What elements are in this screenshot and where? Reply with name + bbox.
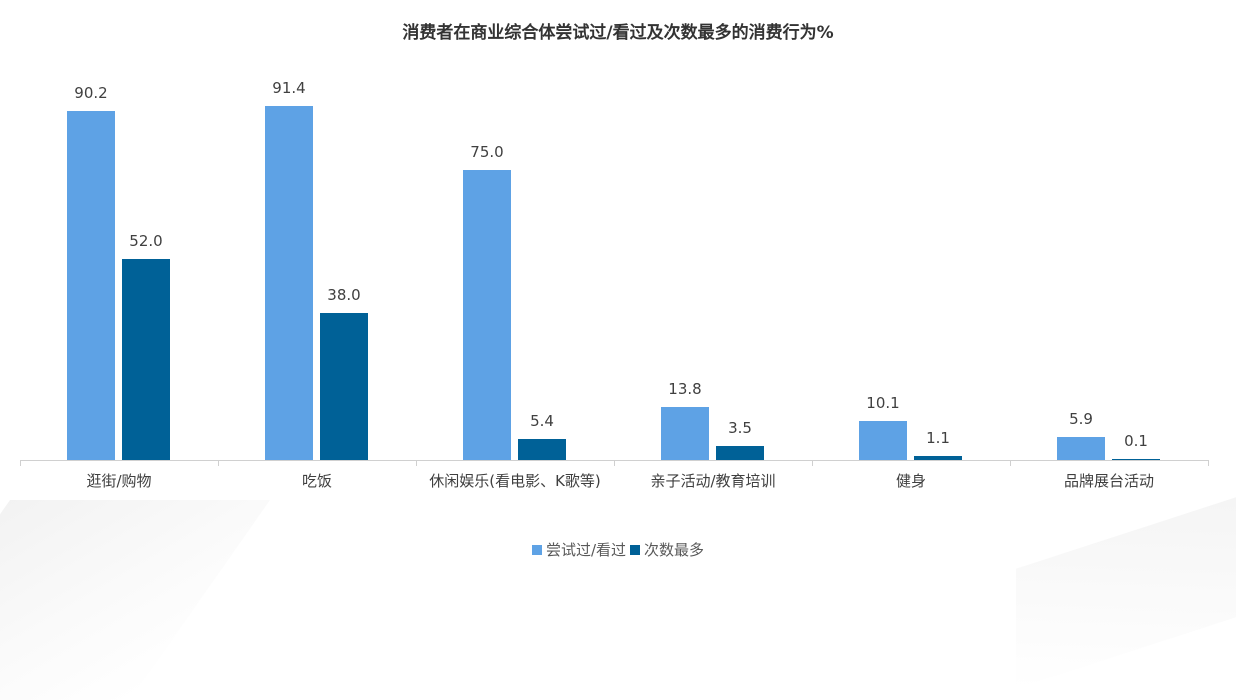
bar-most[interactable] [122, 258, 170, 460]
legend-item-tried[interactable]: 尝试过/看过 [531, 539, 627, 560]
bar-most[interactable] [716, 446, 764, 460]
data-label: 3.5 [728, 419, 752, 438]
bar-tried[interactable] [265, 106, 313, 460]
x-axis-tick [1208, 460, 1209, 466]
chart-title: 消费者在商业综合体尝试过/看过及次数最多的消费行为% [402, 23, 834, 43]
bar-tried[interactable] [1057, 437, 1105, 460]
data-label: 13.8 [668, 379, 702, 398]
legend-item-most[interactable]: 次数最多 [630, 539, 704, 560]
data-label: 52.0 [129, 231, 163, 250]
x-axis-tick [614, 460, 615, 466]
data-label: 0.1 [1124, 432, 1148, 450]
x-axis-tick [1010, 460, 1011, 466]
background-decoration-right [1016, 471, 1236, 689]
legend-label-tried: 尝试过/看过 [545, 541, 627, 559]
bar-most[interactable] [914, 455, 962, 460]
bar-most[interactable] [518, 439, 566, 460]
x-axis-tick [20, 460, 21, 466]
bar-tried[interactable] [859, 420, 907, 460]
x-axis-tick [812, 460, 813, 466]
bar-most[interactable] [320, 312, 368, 460]
bar-tried[interactable] [463, 169, 511, 460]
x-axis-tick [416, 460, 417, 466]
category-label: 品牌展台活动 [1063, 472, 1154, 490]
data-label: 38.0 [327, 285, 361, 304]
category-label: 逛街/购物 [86, 472, 152, 490]
data-label: 91.4 [272, 79, 306, 98]
category-label: 亲子活动/教育培训 [650, 472, 776, 490]
background-decoration-left [0, 500, 271, 700]
data-label: 5.4 [530, 412, 554, 431]
bar-most[interactable] [1112, 459, 1160, 460]
legend-swatch-tried [531, 544, 542, 555]
category-label: 休闲娱乐(看电影、K歌等) [429, 472, 601, 490]
data-label: 5.9 [1069, 410, 1093, 429]
legend-swatch-most [630, 544, 641, 555]
category-label: 吃饭 [301, 472, 332, 490]
legend-label-most: 次数最多 [644, 541, 705, 559]
data-label: 75.0 [470, 142, 504, 161]
legend: 尝试过/看过 次数最多 [0, 539, 1236, 560]
x-axis-tick [218, 460, 219, 466]
bar-tried[interactable] [67, 110, 115, 460]
data-label: 90.2 [74, 83, 108, 102]
bar-tried[interactable] [661, 406, 709, 460]
category-label: 健身 [895, 472, 926, 490]
data-label: 10.1 [866, 393, 900, 412]
data-label: 1.1 [926, 428, 950, 447]
